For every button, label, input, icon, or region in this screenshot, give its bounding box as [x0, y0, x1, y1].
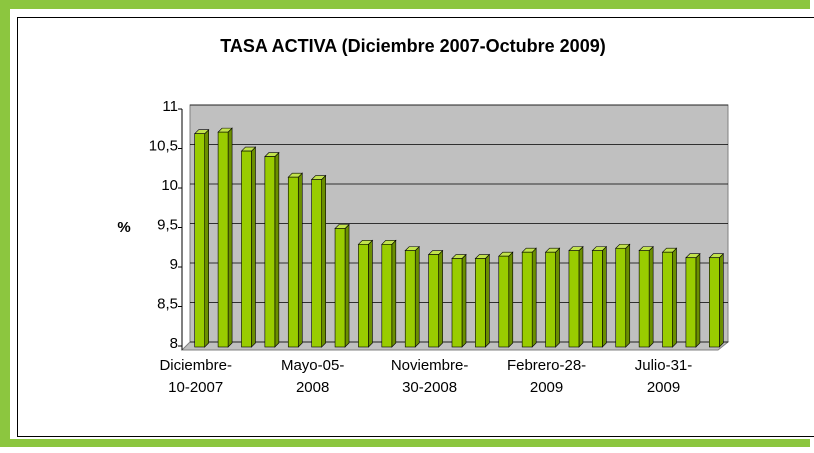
x-tick-label: Julio-31- 2009	[635, 357, 693, 396]
bar	[568, 245, 584, 348]
bar-side	[531, 247, 537, 348]
x-tick-label-line: Julio-31-	[635, 357, 693, 374]
bar-side	[648, 245, 654, 348]
bar	[498, 251, 514, 348]
bar	[193, 128, 210, 348]
chart-title: TASA ACTIVA (Diciembre 2007-Octubre 2009…	[220, 36, 605, 56]
x-tick-label-line: Noviembre-	[391, 357, 469, 374]
bar	[591, 245, 608, 348]
bar-front	[358, 244, 369, 348]
bar-front	[662, 251, 673, 348]
bar	[451, 253, 467, 348]
bar-front	[194, 133, 205, 348]
bar	[264, 151, 280, 348]
bar	[334, 223, 350, 348]
bar-front	[217, 131, 229, 348]
bar-front	[381, 244, 393, 348]
bar-side	[555, 247, 560, 348]
bar-side	[672, 247, 677, 348]
bar-front	[521, 251, 533, 348]
x-tick-label-line: 2009	[647, 379, 680, 396]
bar-side	[414, 245, 420, 348]
bar-side	[578, 245, 584, 348]
x-tick-label: Diciembre- 10-2007	[159, 357, 232, 396]
x-tick-label: Noviembre- 30-2008	[391, 357, 469, 396]
y-tick-label: 8,5	[157, 295, 178, 312]
bar-front	[241, 150, 252, 348]
bar-side	[625, 243, 631, 348]
bar-front	[475, 258, 486, 348]
bar	[381, 239, 397, 348]
bar-front	[428, 254, 439, 348]
bar	[544, 247, 561, 348]
bar	[310, 174, 327, 348]
bar-front	[404, 250, 416, 348]
bar-side	[695, 253, 701, 348]
bar-front	[451, 258, 463, 348]
bar	[357, 239, 374, 348]
bar	[404, 245, 420, 348]
bar-side	[485, 253, 490, 348]
bar	[240, 146, 257, 348]
bar-side	[438, 249, 443, 348]
bar-front	[334, 228, 346, 348]
x-tick-label-line: 30-2008	[402, 379, 457, 396]
y-tick-label: 10	[161, 177, 178, 194]
x-tick-label-line: 2009	[530, 379, 563, 396]
bar	[287, 172, 303, 348]
bar	[615, 243, 631, 348]
bar-side	[274, 151, 280, 348]
y-tick-label: 10,5	[149, 137, 178, 154]
bar-side	[344, 223, 350, 348]
bar-front	[709, 257, 720, 348]
y-tick-label: 9	[170, 256, 178, 273]
x-tick-label: Mayo-05- 2008	[281, 357, 344, 396]
bar-side	[297, 172, 303, 348]
x-tick-label-line: 2008	[296, 379, 329, 396]
x-tick-label: Febrero-28- 2009	[507, 357, 586, 396]
bar-front	[545, 251, 556, 348]
x-tick-label-line: Mayo-05-	[281, 357, 344, 374]
bar	[685, 253, 701, 348]
bar	[474, 253, 491, 348]
bar-front	[685, 257, 697, 348]
bar-front	[638, 250, 650, 348]
bar-front	[311, 179, 322, 348]
bar-side	[508, 251, 514, 348]
bar	[521, 247, 537, 348]
bar-front	[264, 156, 276, 348]
bar	[217, 127, 233, 348]
bar	[638, 245, 654, 348]
bar-side	[227, 127, 233, 348]
bar-side	[461, 253, 467, 348]
bar-side	[391, 239, 397, 348]
x-tick-label-line: Febrero-28-	[507, 357, 586, 374]
x-tick-label-line: 10-2007	[168, 379, 223, 396]
x-tick-label-line: Diciembre-	[159, 357, 232, 374]
bar-front	[592, 250, 603, 348]
y-axis-label: %	[117, 219, 130, 236]
bar-side	[321, 174, 326, 348]
y-tick-label: 9,5	[157, 216, 178, 233]
bar-side	[368, 239, 373, 348]
bar	[661, 247, 678, 348]
bar-front	[615, 247, 627, 348]
bar-front	[287, 176, 299, 348]
bar-front	[498, 255, 510, 348]
bar-side	[251, 146, 256, 348]
bar-side	[602, 245, 607, 348]
y-tick-label: 8	[170, 335, 178, 352]
bar-side	[719, 253, 724, 348]
bar-side	[204, 128, 209, 348]
bar-front	[568, 250, 580, 348]
y-tick-label: 11	[162, 98, 178, 115]
bar	[708, 253, 725, 348]
bar	[427, 249, 444, 348]
